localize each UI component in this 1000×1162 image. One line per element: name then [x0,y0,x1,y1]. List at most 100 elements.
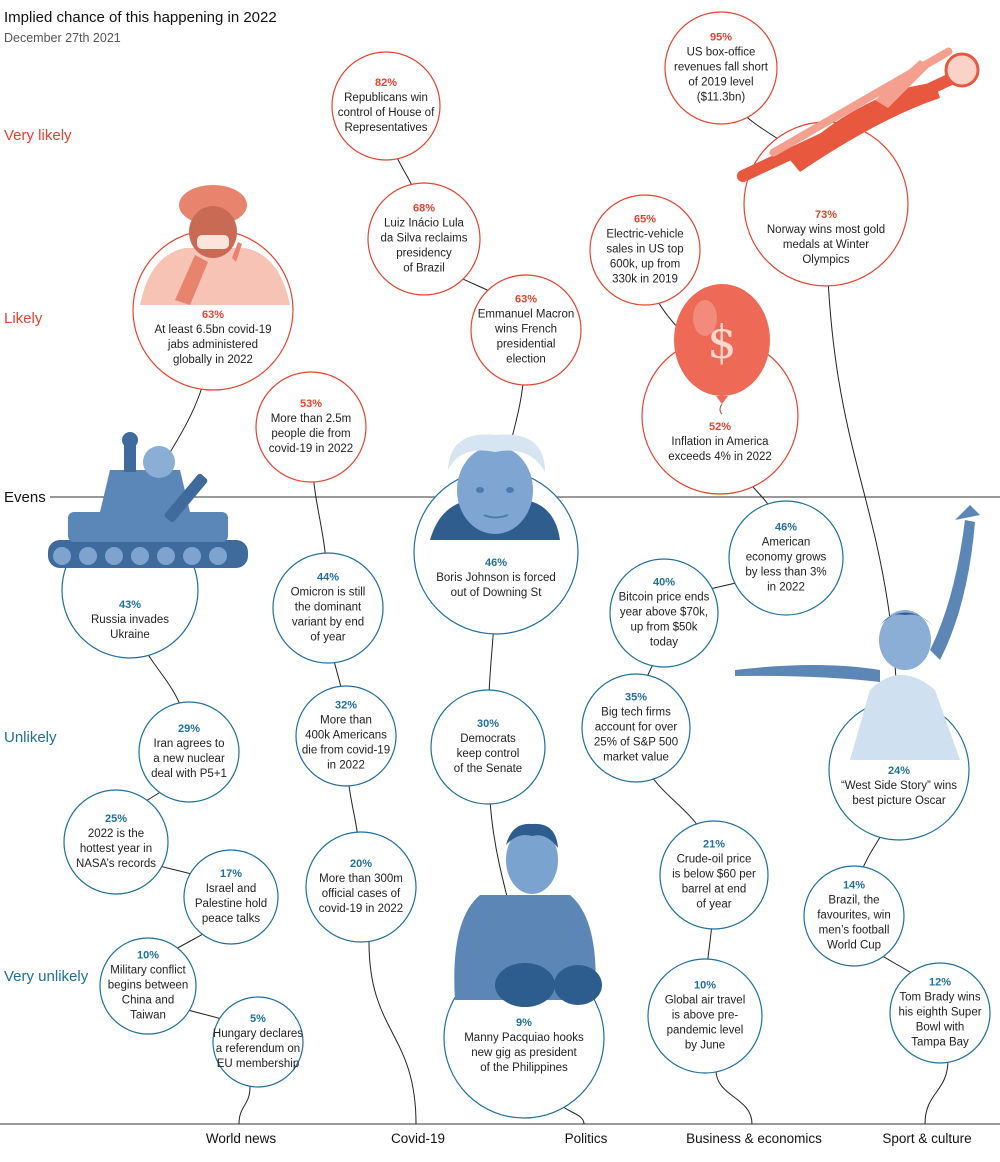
desc-line-politics-46-0: Boris Johnson is forced [436,572,556,584]
pct-label-world-news-5: 5% [250,1013,266,1025]
desc-line-world-news-63-0: At least 6.5bn covid-19 [155,324,272,336]
desc-line-sport-culture-12-1: his eighth Super [898,1007,981,1019]
tank-icon [48,432,248,568]
desc-line-business-economics-10-1: is above pre- [672,1010,739,1022]
desc-line-covid-19-20-2: covid-19 in 2022 [319,903,403,915]
desc-line-sport-culture-12-0: Tom Brady wins [899,992,980,1004]
desc-line-sport-culture-95-2: of 2019 level [688,77,753,89]
desc-line-business-economics-10-3: by June [685,1040,725,1052]
desc-line-world-news-29-2: deal with P5+1 [151,768,227,780]
pct-label-business-economics-35: 35% [625,692,647,704]
desc-line-world-news-25-1: hottest year in [80,843,152,855]
pct-label-politics-30: 30% [477,718,499,730]
desc-line-business-economics-10-2: pandemic level [667,1025,744,1037]
pct-label-politics-46: 46% [485,557,507,569]
desc-line-business-economics-52-1: exceeds 4% in 2022 [668,451,772,463]
pct-label-politics-9: 9% [516,1017,532,1029]
bubble-world-news-5 [212,996,304,1088]
desc-line-business-economics-65-2: 600k, up from [610,259,680,271]
connector-sport-culture-5 [924,1059,949,1125]
desc-line-covid-19-32-3: in 2022 [327,760,365,772]
health-worker-icon [140,185,290,305]
desc-line-business-economics-65-0: Electric-vehicle [606,229,683,241]
desc-line-politics-63-2: presidential [497,339,556,351]
category-label-politics: Politics [565,1131,608,1146]
desc-line-covid-19-32-0: More than [320,715,372,727]
desc-line-world-news-10-1: begins between [108,980,189,992]
desc-line-politics-9-0: Manny Pacquiao hooks [464,1032,584,1044]
pct-label-covid-19-53: 53% [300,398,322,410]
bubble-business-economics-40 [609,558,719,668]
desc-line-world-news-29-1: a new nuclear [153,753,225,765]
pct-label-business-economics-21: 21% [703,839,725,851]
desc-line-sport-culture-14-2: men’s football [819,925,890,937]
desc-line-world-news-5-1: a referendum on [216,1043,300,1055]
chart-title: Implied chance of this happening in 2022 [4,9,277,26]
desc-line-business-economics-52-0: Inflation in America [671,436,769,448]
desc-line-business-economics-35-0: Big tech firms [601,707,671,719]
desc-line-world-news-25-0: 2022 is the [88,828,144,840]
level-label-evens: Evens [4,489,46,506]
desc-line-business-economics-35-3: market value [603,752,669,764]
connector-business-economics-7 [715,1069,753,1125]
pct-label-sport-culture-95: 95% [710,32,732,44]
desc-line-sport-culture-73-0: Norway wins most gold [767,224,885,236]
desc-line-business-economics-21-3: of year [696,899,731,911]
desc-line-covid-19-44-1: the dominant [295,602,362,614]
bubble-business-economics-10 [647,958,763,1074]
pct-label-sport-culture-12: 12% [929,977,951,989]
desc-line-business-economics-40-3: today [650,637,678,649]
bubble-business-economics-46 [728,500,844,616]
bubble-world-news-10 [99,937,197,1035]
desc-line-sport-culture-73-1: medals at Winter [783,239,869,251]
pct-label-politics-68: 68% [413,203,435,215]
pct-label-business-economics-52: 52% [709,421,731,433]
category-label-sport-culture: Sport & culture [882,1131,971,1146]
pct-label-business-economics-10: 10% [694,980,716,992]
desc-line-covid-19-20-0: More than 300m [319,873,403,885]
desc-line-sport-culture-73-2: Olympics [802,254,850,266]
bubble-covid-19-20 [305,831,417,943]
desc-line-politics-82-0: Republicans win [344,92,428,104]
bubble-world-news-17 [183,849,279,945]
category-label-world-news: World news [206,1131,277,1146]
desc-line-world-news-10-3: Taiwan [130,1010,166,1022]
desc-line-politics-30-0: Democrats [460,733,516,745]
dancer-icon [735,505,980,760]
desc-line-politics-46-1: out of Downing St [451,587,543,599]
desc-line-world-news-5-2: EU membership [217,1058,299,1070]
pct-label-covid-19-20: 20% [350,858,372,870]
desc-line-politics-68-3: of Brazil [403,263,445,275]
desc-line-business-economics-46-1: economy grows [746,552,827,564]
bubble-sport-culture-14 [803,865,905,967]
desc-line-business-economics-21-0: Crude-oil price [677,854,752,866]
desc-line-politics-9-1: new gig as president [471,1047,577,1059]
desc-line-world-news-63-1: jabs administered [167,339,258,351]
boris-johnson-portrait [430,434,560,540]
bubble-business-economics-65 [589,194,701,306]
desc-line-politics-9-2: of the Philippines [480,1062,568,1074]
pct-label-sport-culture-24: 24% [888,765,910,777]
illustrations: $ [48,47,980,1007]
boxer-icon [454,823,602,1007]
desc-line-sport-culture-95-3: ($11.3bn) [697,92,746,104]
desc-line-world-news-10-2: China and [122,995,174,1007]
desc-line-covid-19-44-2: variant by end [292,617,364,629]
desc-line-world-news-43-0: Russia invades [91,614,169,626]
pct-label-world-news-29: 29% [178,723,200,735]
desc-line-world-news-63-2: globally in 2022 [173,354,253,366]
bubble-sport-culture-95 [664,11,778,125]
desc-line-world-news-29-0: Iran agrees to [154,738,225,750]
desc-line-covid-19-32-1: 400k Americans [305,730,387,742]
connector-world-news-7 [238,1086,251,1125]
category-label-business-economics: Business & economics [686,1131,822,1146]
pct-label-business-economics-65: 65% [634,214,656,226]
category-label-covid-19: Covid-19 [391,1131,445,1146]
desc-line-covid-19-44-3: of year [310,632,345,644]
desc-line-business-economics-35-2: 25% of S&P 500 [594,737,678,749]
bubble-sport-culture-12 [889,962,991,1064]
desc-line-covid-19-20-1: official cases of [322,888,401,900]
desc-line-sport-culture-24-0: “West Side Story” wins [841,780,957,792]
bubble-business-economics-35 [581,673,691,783]
